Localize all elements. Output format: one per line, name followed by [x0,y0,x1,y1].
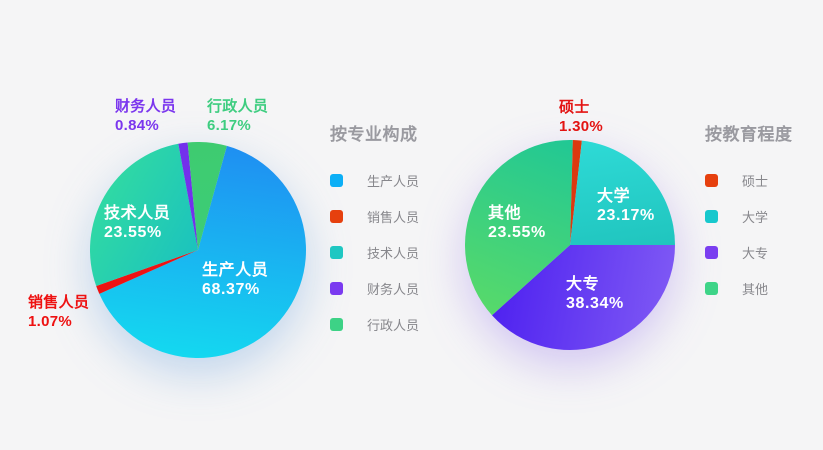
chart-title-education: 按教育程度 [705,125,793,144]
legend-label-technical: 技术人员 [367,246,420,261]
slice-label-other-value: 23.55% [488,224,546,241]
slice-label-university: 大学 23.17% [597,187,655,225]
legend-swatch-college [705,246,718,259]
legend-profession: 按专业构成 生产人员 销售人员 技术人员 财务人员 行政人员 [330,120,450,354]
education-pie-chart[interactable] [420,95,720,395]
legend-swatch-admin [330,318,343,331]
slice-label-master-value: 1.30% [559,118,604,135]
legend-swatch-other [705,282,718,295]
legend-item-college[interactable]: 大专 [705,246,823,261]
slice-label-admin: 行政人员 6.17% [207,97,268,135]
pie-slice-3[interactable] [465,140,573,316]
slice-label-sales: 销售人员 1.07% [28,293,89,331]
slice-label-technical-value: 23.55% [104,224,162,241]
pie-slice-2[interactable] [89,143,198,287]
slice-label-admin-value: 6.17% [207,117,252,134]
slice-label-production: 生产人员 68.37% [202,261,268,299]
legend-swatch-sales [330,210,343,223]
slice-label-master: 硕士 1.30% [559,98,603,136]
pie-slice-4[interactable] [187,142,227,250]
slice-label-finance-value: 0.84% [115,117,160,134]
legend-label-university: 大学 [742,210,769,225]
legend-item-sales[interactable]: 销售人员 [330,210,450,225]
legend-item-other[interactable]: 其他 [705,282,823,297]
legend-item-admin[interactable]: 行政人员 [330,318,450,333]
slice-label-sales-name: 销售人员 [28,294,90,311]
slice-label-college-name: 大专 [566,276,600,293]
legend-swatch-technical [330,246,343,259]
pie-slice-1[interactable] [96,250,198,294]
legend-items-profession: 生产人员 销售人员 技术人员 财务人员 行政人员 [330,174,450,333]
slice-label-finance-name: 财务人员 [115,98,177,115]
legend-label-other: 其他 [742,282,769,297]
slice-label-college-value: 38.34% [566,295,624,312]
slice-label-production-name: 生产人员 [202,262,269,279]
legend-swatch-university [705,210,718,223]
legend-education: 按教育程度 硕士 大学 大专 其他 [705,120,823,318]
slice-label-production-value: 68.37% [202,281,260,298]
legend-label-admin: 行政人员 [367,318,420,333]
pie-slice-3[interactable] [178,142,198,251]
legend-label-college: 大专 [742,246,769,261]
legend-item-production[interactable]: 生产人员 [330,174,450,189]
legend-swatch-finance [330,282,343,295]
legend-label-finance: 财务人员 [367,282,420,297]
slice-label-technical-name: 技术人员 [104,205,171,222]
slice-label-college: 大专 38.34% [566,275,624,313]
slice-label-university-name: 大学 [597,188,631,205]
profession-pie-chart[interactable] [48,100,348,400]
pie-slice-0[interactable] [570,140,582,245]
slice-label-university-value: 23.17% [597,207,655,224]
pie-slice-0[interactable] [99,145,307,359]
legend-item-finance[interactable]: 财务人员 [330,282,450,297]
legend-label-master: 硕士 [742,174,769,189]
legend-label-sales: 销售人员 [367,210,420,225]
pie-slice-2[interactable] [491,245,675,351]
slice-label-sales-value: 1.07% [28,313,73,330]
legend-swatch-production [330,174,343,187]
slice-label-admin-name: 行政人员 [207,98,269,115]
chart-title-profession: 按专业构成 [330,125,418,144]
legend-item-master[interactable]: 硕士 [705,174,823,189]
slice-label-master-name: 硕士 [559,99,590,116]
legend-swatch-master [705,174,718,187]
legend-items-education: 硕士 大学 大专 其他 [705,174,823,297]
slice-label-other: 其他 23.55% [488,204,546,242]
pie-slice-1[interactable] [570,140,675,245]
legend-item-technical[interactable]: 技术人员 [330,246,450,261]
legend-item-university[interactable]: 大学 [705,210,823,225]
legend-label-production: 生产人员 [367,174,420,189]
slice-label-technical: 技术人员 23.55% [104,204,170,242]
slice-label-finance: 财务人员 0.84% [115,97,176,135]
slice-label-other-name: 其他 [488,205,522,222]
